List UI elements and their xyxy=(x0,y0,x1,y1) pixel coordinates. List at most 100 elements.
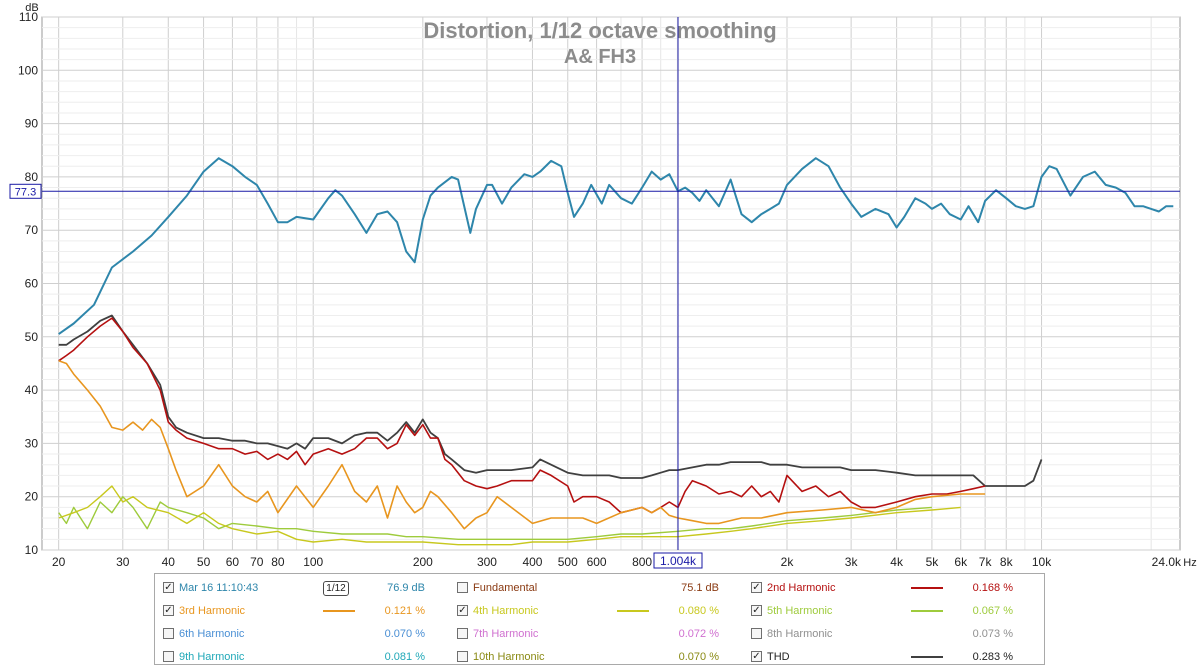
legend-item-label: 5th Harmonic xyxy=(767,605,833,617)
x-tick-label: 200 xyxy=(413,555,433,569)
x-tick-label: 500 xyxy=(558,555,578,569)
legend-checkbox[interactable] xyxy=(751,628,762,639)
y-tick-label: 100 xyxy=(18,63,38,77)
legend-item-value: 0.081 % xyxy=(384,651,425,663)
x-tick-label: 7k xyxy=(979,555,993,569)
legend-checkbox[interactable] xyxy=(163,651,174,662)
legend-item-label: Mar 16 11:10:43 xyxy=(179,582,259,594)
series-line-3rd-harmonic xyxy=(58,360,986,530)
cursor-x-readout-box xyxy=(653,552,703,569)
cursor-y-readout: 77.3 xyxy=(15,186,36,198)
smoothing-button[interactable]: 1/12 xyxy=(323,581,349,596)
legend-line-swatch xyxy=(911,587,943,589)
x-tick-label: 30 xyxy=(116,555,130,569)
legend-item-label: THD xyxy=(767,651,790,663)
x-tick-label: 3k xyxy=(845,555,859,569)
y-tick-label: 90 xyxy=(25,117,39,131)
legend-item-value: 0.067 % xyxy=(972,605,1013,617)
x-tick-label: 60 xyxy=(226,555,240,569)
y-tick-label: 70 xyxy=(25,223,39,237)
legend-panel: ✓ Mar 16 11:10:43 1/12 76.9 dB Fundamental 75… xyxy=(154,573,1045,665)
legend-item-label: 2nd Harmonic xyxy=(767,582,836,594)
y-tick-label: 30 xyxy=(25,436,39,450)
legend-item-value: 0.070 % xyxy=(678,651,719,663)
legend-checkbox[interactable]: ✓ xyxy=(163,605,174,616)
legend-item-value: 0.283 % xyxy=(972,651,1013,663)
legend-item-4th-harmonic: ✓ 4th Harmonic 0.080 % xyxy=(457,602,743,620)
x-tick-label: 6k xyxy=(954,555,968,569)
legend-checkbox[interactable] xyxy=(457,651,468,662)
legend-item-2nd-harmonic: ✓ 2nd Harmonic 0.168 % xyxy=(751,579,1037,597)
legend-item-label: 10th Harmonic xyxy=(473,651,545,663)
x-tick-label: 600 xyxy=(587,555,607,569)
legend-item-fundamental: Fundamental 75.1 dB xyxy=(457,579,743,597)
y-tick-label: 60 xyxy=(25,277,39,291)
cursor-x-readout: 1.004k xyxy=(660,554,697,568)
legend-line-swatch xyxy=(911,610,943,612)
legend-item-10th-harmonic: 10th Harmonic 0.070 % xyxy=(457,648,743,666)
legend-line-swatch xyxy=(617,610,649,612)
series-line-thd xyxy=(58,314,1043,487)
series-line-2nd-harmonic xyxy=(58,317,986,514)
cursor-layer[interactable]: 77.3 1.004k xyxy=(9,17,1180,569)
legend-item-value: 0.073 % xyxy=(972,628,1013,640)
legend-item-value: 75.1 dB xyxy=(681,582,719,594)
legend-checkbox[interactable]: ✓ xyxy=(751,651,762,662)
legend-line-swatch xyxy=(911,656,943,658)
x-tick-label: 40 xyxy=(162,555,176,569)
legend-item-value: 0.121 % xyxy=(384,605,425,617)
x-tick-label: 400 xyxy=(522,555,542,569)
legend-item-value: 0.080 % xyxy=(678,605,719,617)
legend-item-9th-harmonic: 9th Harmonic 0.081 % xyxy=(163,648,449,666)
x-tick-label: 8k xyxy=(1000,555,1014,569)
legend-item-label: 7th Harmonic xyxy=(473,628,539,640)
legend-item-label: 8th Harmonic xyxy=(767,628,833,640)
y-axis-label: dB xyxy=(25,2,38,14)
legend-item-thd: ✓ THD 0.283 % xyxy=(751,648,1037,666)
legend-checkbox[interactable] xyxy=(163,628,174,639)
axis-layer: 10 20 30 40 50 60 70 80 90 100 110 20 30 40 50 60 70 80 10… xyxy=(18,10,1182,569)
legend-item-value: 0.072 % xyxy=(678,628,719,640)
x-tick-label: 800 xyxy=(632,555,652,569)
y-tick-label: 50 xyxy=(25,330,39,344)
legend-checkbox[interactable] xyxy=(457,628,468,639)
legend-item-3rd-harmonic: ✓ 3rd Harmonic 0.121 % xyxy=(163,602,449,620)
series-layer xyxy=(58,157,1174,546)
legend-item-label: 3rd Harmonic xyxy=(179,605,246,617)
cursor-y-readout-box xyxy=(9,183,42,199)
legend-item-label: Fundamental xyxy=(473,582,538,594)
x-tick-label: 100 xyxy=(303,555,323,569)
series-line-5th-harmonic xyxy=(58,496,932,540)
legend-checkbox[interactable]: ✓ xyxy=(751,605,762,616)
legend-item-6th-harmonic: 6th Harmonic 0.070 % xyxy=(163,625,449,643)
x-tick-label: 2k xyxy=(781,555,795,569)
chart-subtitle: A& FH3 xyxy=(564,46,636,68)
chart-title: Distortion, 1/12 octave smoothing xyxy=(423,18,776,43)
legend-item-mar-16-11-10-43: ✓ Mar 16 11:10:43 1/12 76.9 dB xyxy=(163,579,449,597)
legend-item-label: 4th Harmonic xyxy=(473,605,539,617)
legend-checkbox[interactable]: ✓ xyxy=(751,582,762,593)
legend-item-5th-harmonic: ✓ 5th Harmonic 0.067 % xyxy=(751,602,1037,620)
legend-item-value: 76.9 dB xyxy=(387,582,425,594)
y-tick-label: 20 xyxy=(25,490,39,504)
legend-item-label: 9th Harmonic xyxy=(179,651,245,663)
distortion-chart[interactable]: Distortion, 1/12 octave smoothing A& FH3… xyxy=(0,0,1200,572)
legend-item-8th-harmonic: 8th Harmonic 0.073 % xyxy=(751,625,1037,643)
series-line-fundamental xyxy=(58,157,1174,335)
y-tick-label: 80 xyxy=(25,170,39,184)
x-tick-label: 5k xyxy=(926,555,940,569)
y-tick-label: 110 xyxy=(19,10,38,24)
x-tick-label: 24.0k xyxy=(1152,555,1182,569)
legend-item-7th-harmonic: 7th Harmonic 0.072 % xyxy=(457,625,743,643)
legend-checkbox[interactable] xyxy=(457,582,468,593)
legend-item-label: 6th Harmonic xyxy=(179,628,245,640)
legend-item-value: 0.070 % xyxy=(384,628,425,640)
x-axis-label: Hz xyxy=(1183,557,1196,569)
x-tick-label: 50 xyxy=(197,555,211,569)
legend-checkbox[interactable]: ✓ xyxy=(163,582,174,593)
legend-checkbox[interactable]: ✓ xyxy=(457,605,468,616)
x-tick-label: 4k xyxy=(890,555,904,569)
y-tick-label: 40 xyxy=(25,383,39,397)
x-tick-label: 80 xyxy=(271,555,285,569)
legend-line-swatch xyxy=(323,610,355,612)
